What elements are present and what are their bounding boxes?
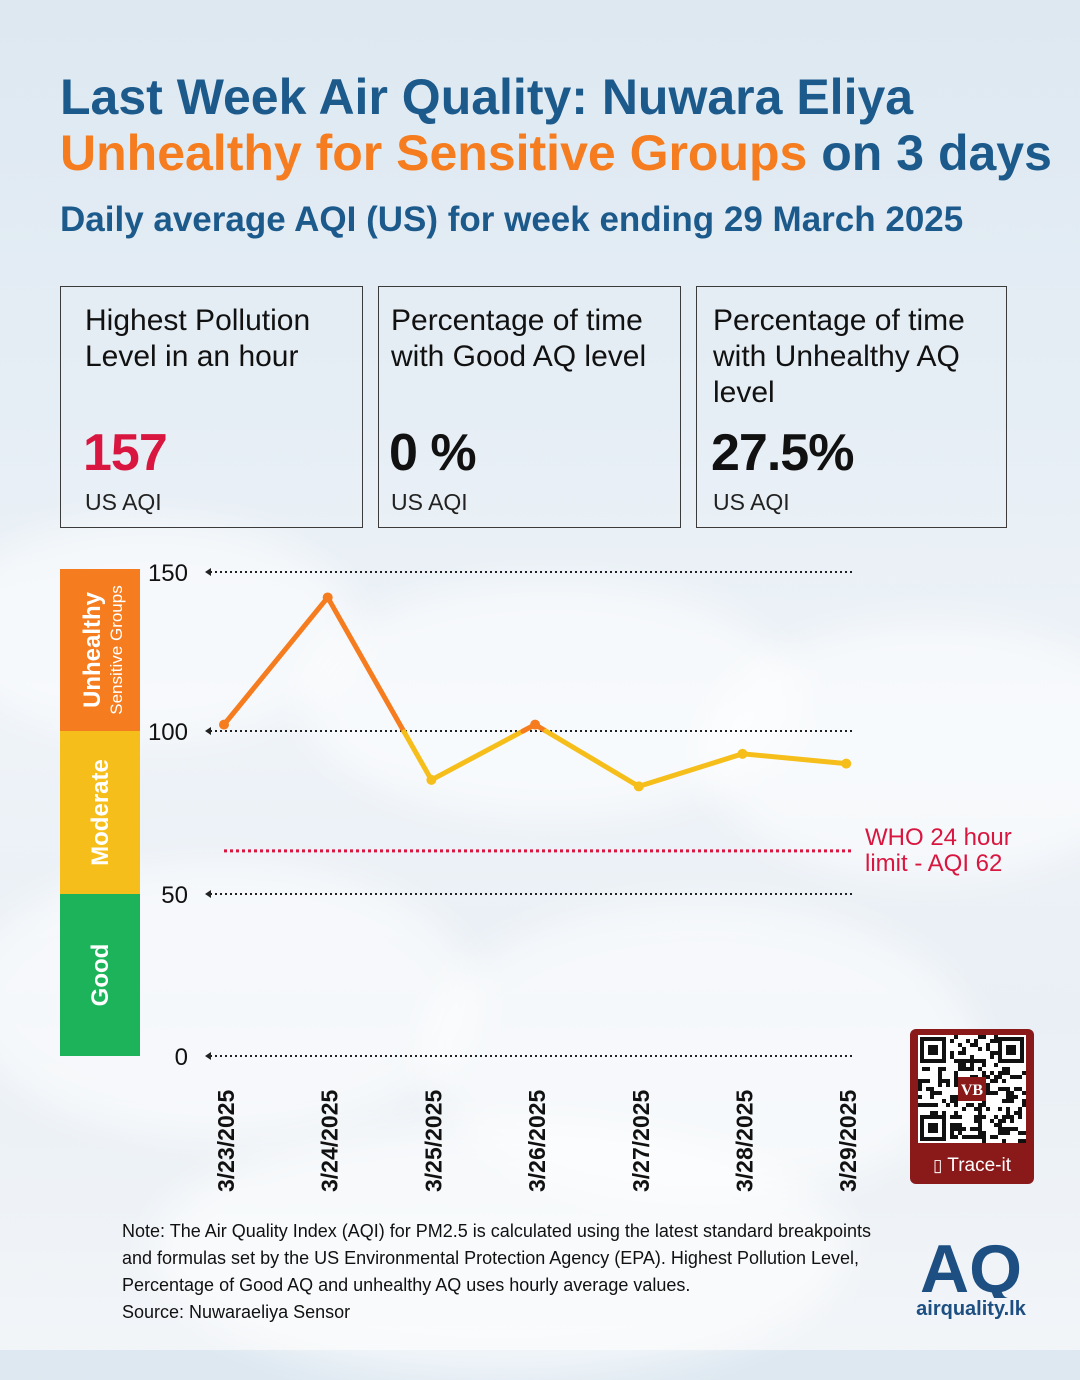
data-point xyxy=(530,719,541,730)
qr-icon: VB xyxy=(918,1035,1026,1143)
card-unit: US AQI xyxy=(391,489,468,515)
who-limit-label: WHO 24 hour xyxy=(865,824,1012,851)
series-segment xyxy=(636,751,745,789)
x-tick-label: 3/25/2025 xyxy=(420,1089,446,1192)
series-segment xyxy=(543,728,642,789)
who-limit-label: limit - AQI 62 xyxy=(865,850,1002,877)
tick-arrow xyxy=(205,890,211,898)
card-value: 0 % xyxy=(389,424,477,482)
data-point xyxy=(841,758,852,769)
qr-label: ▯ Trace-it xyxy=(910,1155,1034,1177)
y-tick-label: 50 xyxy=(161,882,188,909)
x-tick-label: 3/26/2025 xyxy=(524,1089,550,1192)
card-value: 27.5% xyxy=(711,424,854,482)
logo-mark: AQ xyxy=(920,1236,1022,1298)
band-sublabel: Sensitive Groups xyxy=(107,585,126,714)
logo-text: airquality.lk xyxy=(916,1298,1026,1320)
title-line-2: Unhealthy for Sensitive Groups on 3 days xyxy=(60,124,1052,182)
title-line-1: Last Week Air Quality: Nuwara Eliya xyxy=(60,69,914,125)
x-tick-label: 3/24/2025 xyxy=(317,1089,343,1192)
band-label: Moderate xyxy=(87,759,114,866)
subtitle: Daily average AQI (US) for week ending 2… xyxy=(60,200,964,239)
data-point xyxy=(219,719,229,730)
svg-text:VB: VB xyxy=(961,1082,984,1099)
note-text: Note: The Air Quality Index (AQI) for PM… xyxy=(122,1221,872,1295)
qr-code-trace-it[interactable]: VB ▯ Trace-it xyxy=(910,1029,1034,1184)
tick-arrow xyxy=(205,1052,211,1060)
footnote: Note: The Air Quality Index (AQI) for PM… xyxy=(122,1218,892,1326)
card-label: Highest Pollution Level in an hour xyxy=(85,304,311,373)
aq-logo-icon: AQ xyxy=(920,1231,1022,1307)
series-segment xyxy=(740,751,849,767)
qr-code-pattern: VB xyxy=(918,1035,1026,1143)
band-unhealthy xyxy=(60,569,140,731)
title-accent: Unhealthy for Sensitive Groups xyxy=(60,125,808,181)
data-point xyxy=(322,592,333,603)
phone-icon: ▯ xyxy=(933,1156,943,1175)
series-segment xyxy=(221,594,331,728)
band-moderate xyxy=(60,731,140,894)
y-tick-label: 0 xyxy=(175,1044,188,1071)
x-tick-label: 3/29/2025 xyxy=(835,1089,861,1192)
card-value: 157 xyxy=(83,424,168,482)
card-unhealthy-aq: Percentage of time with Unhealthy AQ lev… xyxy=(696,286,1007,528)
series-segment xyxy=(428,728,526,783)
band-label: Unhealthy xyxy=(79,591,106,708)
x-tick-label: 3/23/2025 xyxy=(213,1089,239,1192)
card-highest-pollution: Highest Pollution Level in an hour 157 U… xyxy=(60,286,363,528)
band-label: Good xyxy=(87,944,114,1007)
card-label: Percentage of time with Good AQ level xyxy=(391,304,647,373)
series-segment xyxy=(325,594,407,735)
data-point xyxy=(633,781,644,792)
airquality-logo[interactable]: AQ airquality.lk xyxy=(906,1231,1036,1326)
source-text: Source: Nuwaraeliya Sensor xyxy=(122,1302,351,1322)
data-point xyxy=(737,748,748,759)
x-tick-label: 3/28/2025 xyxy=(732,1089,758,1192)
data-point xyxy=(426,774,437,785)
card-good-aq: Percentage of time with Good AQ level 0 … xyxy=(378,286,681,528)
x-tick-label: 3/27/2025 xyxy=(628,1089,654,1192)
card-unit: US AQI xyxy=(85,489,162,515)
series-segment xyxy=(401,729,434,783)
card-unit: US AQI xyxy=(713,489,790,515)
card-label: Percentage of time with Unhealthy AQ lev… xyxy=(713,304,965,409)
qr-label-text: Trace-it xyxy=(947,1155,1011,1176)
y-tick-label: 150 xyxy=(148,560,188,587)
tick-arrow xyxy=(205,568,211,576)
y-tick-label: 100 xyxy=(148,719,188,746)
title-rest: on 3 days xyxy=(807,125,1052,181)
aqi-line-chart: Good Moderate Unhealthy Sensitive Groups 0 50… xyxy=(60,560,1012,1192)
band-good xyxy=(60,894,140,1056)
tick-arrow xyxy=(205,727,211,735)
